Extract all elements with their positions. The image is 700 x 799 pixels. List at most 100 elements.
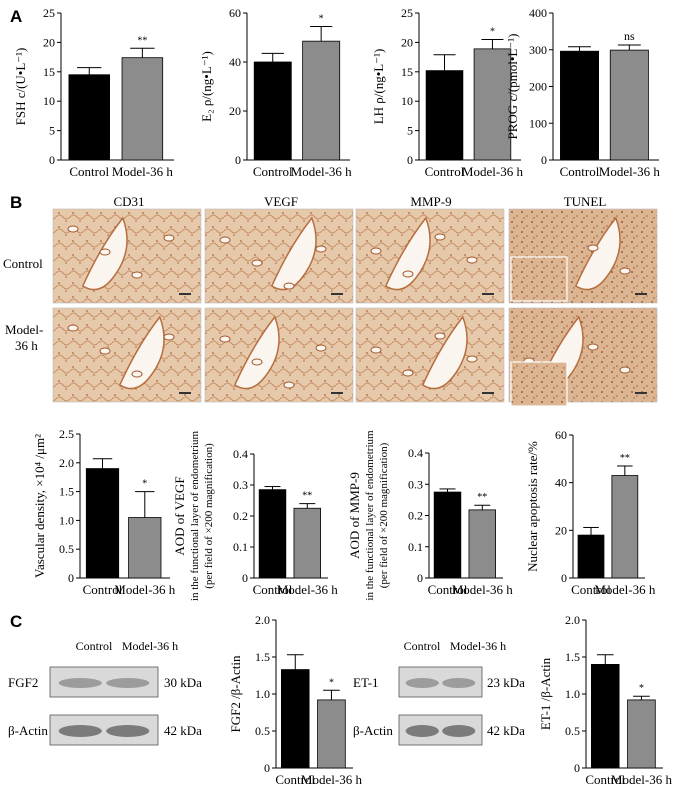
y-tick-label: 20 — [555, 523, 567, 537]
category-label: Model-36 h — [611, 772, 673, 787]
y-tick-label: 2.0 — [59, 456, 74, 470]
y-tick-label: 0.5 — [255, 724, 270, 738]
y-tick-label: 15 — [43, 65, 55, 79]
ihc-image-control-vegf — [204, 208, 354, 304]
significance-mark: ** — [302, 491, 312, 502]
ihc-image-model-mmp-9 — [355, 307, 505, 403]
y-tick-label: 1.0 — [255, 687, 270, 701]
significance-mark: * — [319, 13, 324, 24]
category-label: Model-36 h — [599, 164, 661, 179]
category-label: Control — [83, 582, 123, 597]
y-tick-label: 1.5 — [59, 485, 74, 499]
y-tick-label: 1.5 — [565, 650, 580, 664]
western-blot-2: Control Model-36 h ET-1 23 kDa β-Actin 42 kDa — [353, 639, 525, 746]
y-tick-label: 0 — [417, 571, 423, 585]
bar-model — [302, 40, 341, 161]
ihc-image-control-tunel — [508, 208, 658, 304]
bar-model — [121, 57, 164, 161]
blot-lane-label: Model-36 h — [122, 639, 178, 653]
y-tick-label: 0 — [541, 153, 547, 167]
y-tick-label: 0 — [68, 571, 74, 585]
y-tick-label: 10 — [401, 94, 413, 108]
significance-mark: * — [142, 479, 147, 490]
blot-band — [405, 678, 439, 688]
category-label: Model-36 h — [452, 582, 514, 597]
y-tick-label: 1.0 — [59, 513, 74, 527]
blot-kda-label: 42 kDa — [164, 723, 202, 738]
category-label: Control — [560, 164, 600, 179]
significance-mark: * — [490, 26, 495, 37]
bar-control — [560, 50, 599, 161]
blot-protein-label: β-Actin — [353, 723, 393, 738]
y-tick-label: 0 — [242, 571, 248, 585]
blot-band — [58, 678, 102, 688]
panel-label-c: C — [10, 612, 22, 631]
bar-model — [611, 475, 639, 579]
significance-mark: ** — [477, 492, 487, 503]
y-axis-label: Nuclear apoptosis rate/% — [525, 441, 540, 572]
y-axis-label: in the functional layer of endometrium — [364, 430, 376, 601]
y-axis-label: ET-1 /β-Actin — [538, 657, 553, 730]
y-tick-label: 1.5 — [255, 650, 270, 664]
bar-model — [128, 517, 162, 579]
y-tick-label: 10 — [43, 94, 55, 108]
y-axis-label: in the functional layer of endometrium — [189, 430, 201, 601]
bar-model — [609, 49, 649, 161]
category-label: Control — [425, 164, 465, 179]
blot-protein-label: β-Actin — [8, 723, 48, 738]
y-tick-label: 0.4 — [233, 447, 248, 461]
y-axis-label: E₂ ρ/(ng•L⁻¹) — [199, 51, 214, 122]
y-tick-label: 20 — [229, 104, 241, 118]
significance-mark: * — [639, 683, 644, 694]
y-axis-label: AOD of VEGF — [172, 476, 187, 555]
bar-control — [577, 534, 605, 579]
ihc-col-tunel: TUNEL — [564, 194, 607, 209]
y-tick-label: 0 — [49, 153, 55, 167]
bar-chart-1: 0 5 10 15 20 25 Control Model-36 h ** FSH c/(U•L⁻… — [13, 6, 174, 179]
y-axis-label: FGF2 /β-Actin — [228, 655, 243, 733]
y-tick-label: 0.5 — [59, 542, 74, 556]
y-tick-label: 0 — [407, 153, 413, 167]
ihc-col-mmp9: MMP-9 — [410, 194, 451, 209]
y-tick-label: 0.2 — [408, 509, 423, 523]
blot-band — [442, 678, 476, 688]
ihc-image-grid — [52, 208, 658, 407]
y-axis-label: FSH c/(U•L⁻¹) — [13, 48, 28, 126]
bar-control — [253, 61, 292, 161]
bar-control — [433, 491, 462, 579]
y-tick-label: 0 — [235, 153, 241, 167]
y-tick-label: 0.4 — [408, 446, 423, 460]
y-tick-label: 200 — [529, 80, 547, 94]
ihc-col-cd31: CD31 — [113, 194, 144, 209]
significance-mark: * — [329, 677, 334, 688]
panel-label-a: A — [10, 7, 22, 26]
y-tick-label: 2.0 — [255, 613, 270, 627]
y-tick-label: 0.5 — [565, 724, 580, 738]
y-tick-label: 25 — [43, 6, 55, 20]
y-tick-label: 0 — [561, 571, 567, 585]
bar-model — [317, 699, 346, 769]
blot-band — [442, 725, 476, 737]
category-label: Model-36 h — [291, 164, 353, 179]
significance-mark: ns — [624, 29, 635, 43]
bar-control — [258, 489, 287, 579]
y-tick-label: 0.1 — [233, 540, 248, 554]
y-tick-label: 300 — [529, 43, 547, 57]
ihc-image-model-cd31 — [52, 307, 202, 403]
y-tick-label: 100 — [529, 116, 547, 130]
y-tick-label: 60 — [555, 428, 567, 442]
y-tick-label: 20 — [401, 35, 413, 49]
y-axis-label: PROG c/(pmol•L⁻¹) — [505, 34, 520, 140]
bar-model — [293, 507, 321, 579]
blot-protein-label: ET-1 — [353, 675, 379, 690]
category-label: Control — [253, 164, 293, 179]
category-label: Model-36 h — [462, 164, 524, 179]
